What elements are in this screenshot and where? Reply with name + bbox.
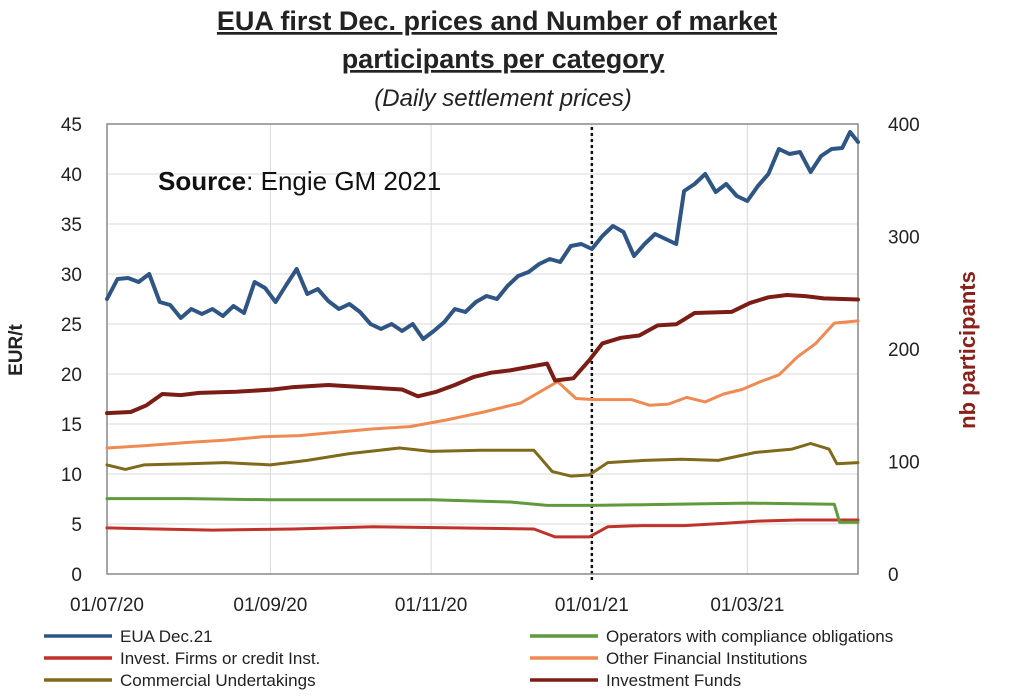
legend-label: Investment Funds [606, 671, 741, 690]
y-tick-right: 300 [888, 228, 920, 249]
legend-label: Invest. Firms or credit Inst. [120, 649, 320, 668]
series-line-other-financial-institutions [105, 319, 860, 450]
y-tick-right: 200 [888, 340, 920, 361]
series-line-operators-with-compliance-obligations [105, 497, 860, 524]
y-tick-left: 35 [61, 215, 82, 236]
legend-item: Commercial Undertakings [44, 671, 316, 690]
x-axis-ticks: 01/07/20 01/09/20 01/11/20 01/01/21 01/03/21 [70, 595, 784, 616]
left-axis-ticks: 0 5 10 15 20 25 30 35 40 45 [61, 115, 82, 586]
y-tick-left: 0 [71, 565, 82, 586]
series-layer [105, 130, 860, 539]
y-tick-right: 0 [888, 565, 899, 586]
y-tick-left: 40 [61, 165, 82, 186]
chart-title-line1: EUA first Dec. prices and Number of mark… [217, 6, 777, 36]
y-tick-right: 100 [888, 453, 920, 474]
series-line-investment-funds [105, 293, 860, 416]
x-tick-label: 01/07/20 [70, 595, 144, 616]
y-tick-left: 15 [61, 415, 82, 436]
source-bold: Source [158, 166, 246, 196]
y-tick-left: 25 [61, 315, 82, 336]
y-tick-left: 10 [61, 465, 82, 486]
right-axis-ticks: 0 100 200 300 400 [888, 115, 920, 586]
legend: EUA Dec.21 Invest. Firms or credit Inst. C… [44, 627, 893, 690]
plot-area-frame [106, 123, 859, 575]
legend-item: Other Financial Institutions [530, 649, 807, 668]
series-line-invest-firms-or-credit-inst [105, 518, 860, 539]
series-line-eua-dec-21 [105, 130, 860, 341]
y-tick-left: 30 [61, 265, 82, 286]
legend-item: Invest. Firms or credit Inst. [44, 649, 320, 668]
legend-item: EUA Dec.21 [44, 627, 213, 646]
left-axis-label: EUR/t [6, 323, 27, 375]
chart-subtitle: (Daily settlement prices) [374, 85, 631, 112]
legend-label: EUA Dec.21 [120, 627, 213, 646]
x-tick-label: 01/01/21 [555, 595, 629, 616]
legend-label: Commercial Undertakings [120, 671, 316, 690]
legend-item: Operators with compliance obligations [530, 627, 893, 646]
series-line-commercial-undertakings [105, 442, 860, 478]
x-tick-label: 01/11/20 [395, 595, 468, 616]
source-text: : Engie GM 2021 [246, 166, 441, 196]
chart-title-line2: participants per category [342, 44, 665, 74]
y-tick-left: 45 [61, 115, 82, 136]
y-tick-right: 400 [888, 115, 920, 136]
y-tick-left: 20 [61, 365, 82, 386]
x-tick-label: 01/03/21 [710, 595, 784, 616]
legend-item: Investment Funds [530, 671, 741, 690]
y-tick-left: 5 [71, 515, 82, 536]
source-note: Source: Engie GM 2021 [158, 166, 441, 196]
legend-label: Other Financial Institutions [606, 649, 807, 668]
x-tick-label: 01/09/20 [233, 595, 307, 616]
right-axis-label: nb participants [955, 271, 980, 429]
legend-label: Operators with compliance obligations [606, 627, 893, 646]
